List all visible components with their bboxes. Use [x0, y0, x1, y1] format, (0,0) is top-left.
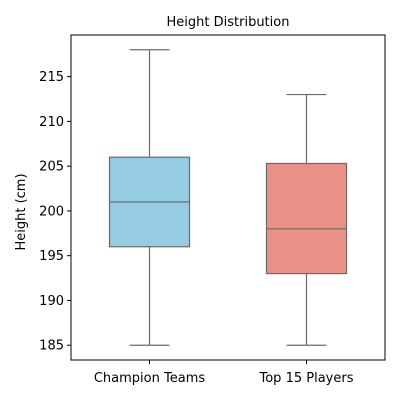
- y-tick-label: 185: [39, 339, 64, 354]
- box-top-15-players: [265, 162, 348, 275]
- x-tick-label: Champion Teams: [94, 371, 205, 386]
- y-tick-label: 215: [39, 70, 64, 85]
- plot-frame: [70, 34, 386, 361]
- plot-area: 185 190 195 200 205 210 215 Champion Teams Top 1…: [39, 34, 386, 386]
- y-tick-label: 190: [39, 294, 64, 309]
- y-tick-label: 200: [39, 204, 64, 219]
- y-axis-title: Height (cm): [14, 173, 29, 250]
- y-tick-label: 195: [39, 249, 64, 264]
- x-tick-label: Top 15 Players: [259, 371, 354, 386]
- y-tick-label: 210: [39, 115, 64, 130]
- chart-title: Height Distribution: [167, 15, 290, 30]
- y-tick-label: 205: [39, 160, 64, 175]
